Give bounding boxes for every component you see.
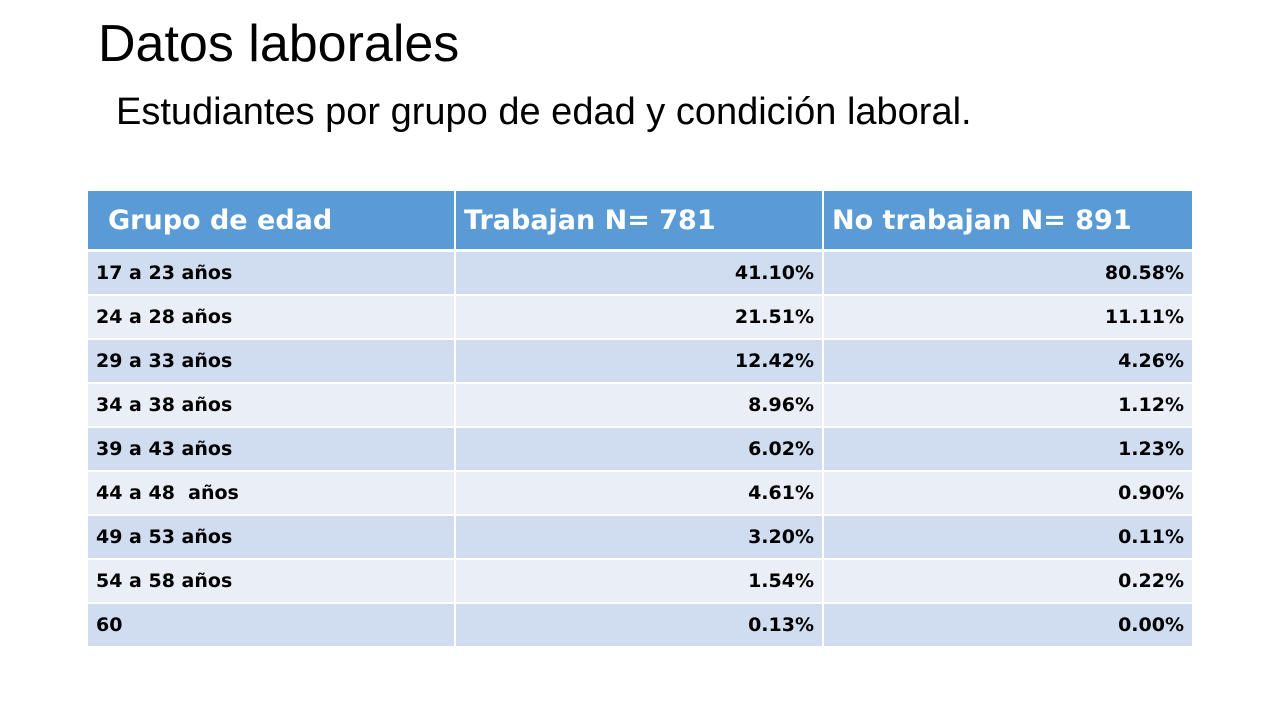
cell-working: 0.13% bbox=[455, 603, 824, 648]
cell-working: 21.51% bbox=[455, 295, 824, 340]
cell-not-working: 11.11% bbox=[823, 295, 1192, 340]
table-row: 34 a 38 años 8.96% 1.12% bbox=[88, 383, 1192, 428]
age-employment-table: Grupo de edad Trabajan N= 781 No trabaja… bbox=[88, 191, 1192, 648]
header-working: Trabajan N= 781 bbox=[455, 191, 824, 252]
cell-age-group: 54 a 58 años bbox=[88, 559, 456, 604]
table-row: 60 0.13% 0.00% bbox=[88, 603, 1192, 648]
header-age-group: Grupo de edad bbox=[88, 191, 456, 252]
header-not-working: No trabajan N= 891 bbox=[823, 191, 1192, 252]
table-row: 24 a 28 años 21.51% 11.11% bbox=[88, 295, 1192, 340]
cell-age-group: 39 a 43 años bbox=[88, 427, 456, 472]
cell-working: 4.61% bbox=[455, 471, 824, 516]
slide-title: Datos laborales bbox=[98, 15, 460, 73]
cell-working: 41.10% bbox=[455, 250, 824, 296]
table-row: 39 a 43 años 6.02% 1.23% bbox=[88, 427, 1192, 472]
cell-age-group: 24 a 28 años bbox=[88, 295, 456, 340]
cell-working: 12.42% bbox=[455, 339, 824, 384]
table-row: 29 a 33 años 12.42% 4.26% bbox=[88, 339, 1192, 384]
cell-age-group: 17 a 23 años bbox=[88, 250, 456, 296]
slide-subtitle: Estudiantes por grupo de edad y condició… bbox=[116, 91, 972, 133]
cell-working: 1.54% bbox=[455, 559, 824, 604]
cell-not-working: 0.00% bbox=[823, 603, 1192, 648]
table-row: 44 a 48 años 4.61% 0.90% bbox=[88, 471, 1192, 516]
cell-not-working: 0.22% bbox=[823, 559, 1192, 604]
cell-age-group: 29 a 33 años bbox=[88, 339, 456, 384]
cell-age-group: 44 a 48 años bbox=[88, 471, 456, 516]
cell-not-working: 0.11% bbox=[823, 515, 1192, 560]
cell-not-working: 1.12% bbox=[823, 383, 1192, 428]
cell-working: 8.96% bbox=[455, 383, 824, 428]
cell-age-group: 60 bbox=[88, 603, 456, 648]
table-header-row: Grupo de edad Trabajan N= 781 No trabaja… bbox=[88, 191, 1192, 252]
data-table-container: Grupo de edad Trabajan N= 781 No trabaja… bbox=[88, 191, 1192, 648]
table-row: 49 a 53 años 3.20% 0.11% bbox=[88, 515, 1192, 560]
table-row: 17 a 23 años 41.10% 80.58% bbox=[88, 250, 1192, 296]
table-row: 54 a 58 años 1.54% 0.22% bbox=[88, 559, 1192, 604]
cell-not-working: 80.58% bbox=[823, 250, 1192, 296]
cell-not-working: 4.26% bbox=[823, 339, 1192, 384]
cell-age-group: 34 a 38 años bbox=[88, 383, 456, 428]
cell-age-group: 49 a 53 años bbox=[88, 515, 456, 560]
cell-not-working: 0.90% bbox=[823, 471, 1192, 516]
cell-not-working: 1.23% bbox=[823, 427, 1192, 472]
cell-working: 3.20% bbox=[455, 515, 824, 560]
cell-working: 6.02% bbox=[455, 427, 824, 472]
